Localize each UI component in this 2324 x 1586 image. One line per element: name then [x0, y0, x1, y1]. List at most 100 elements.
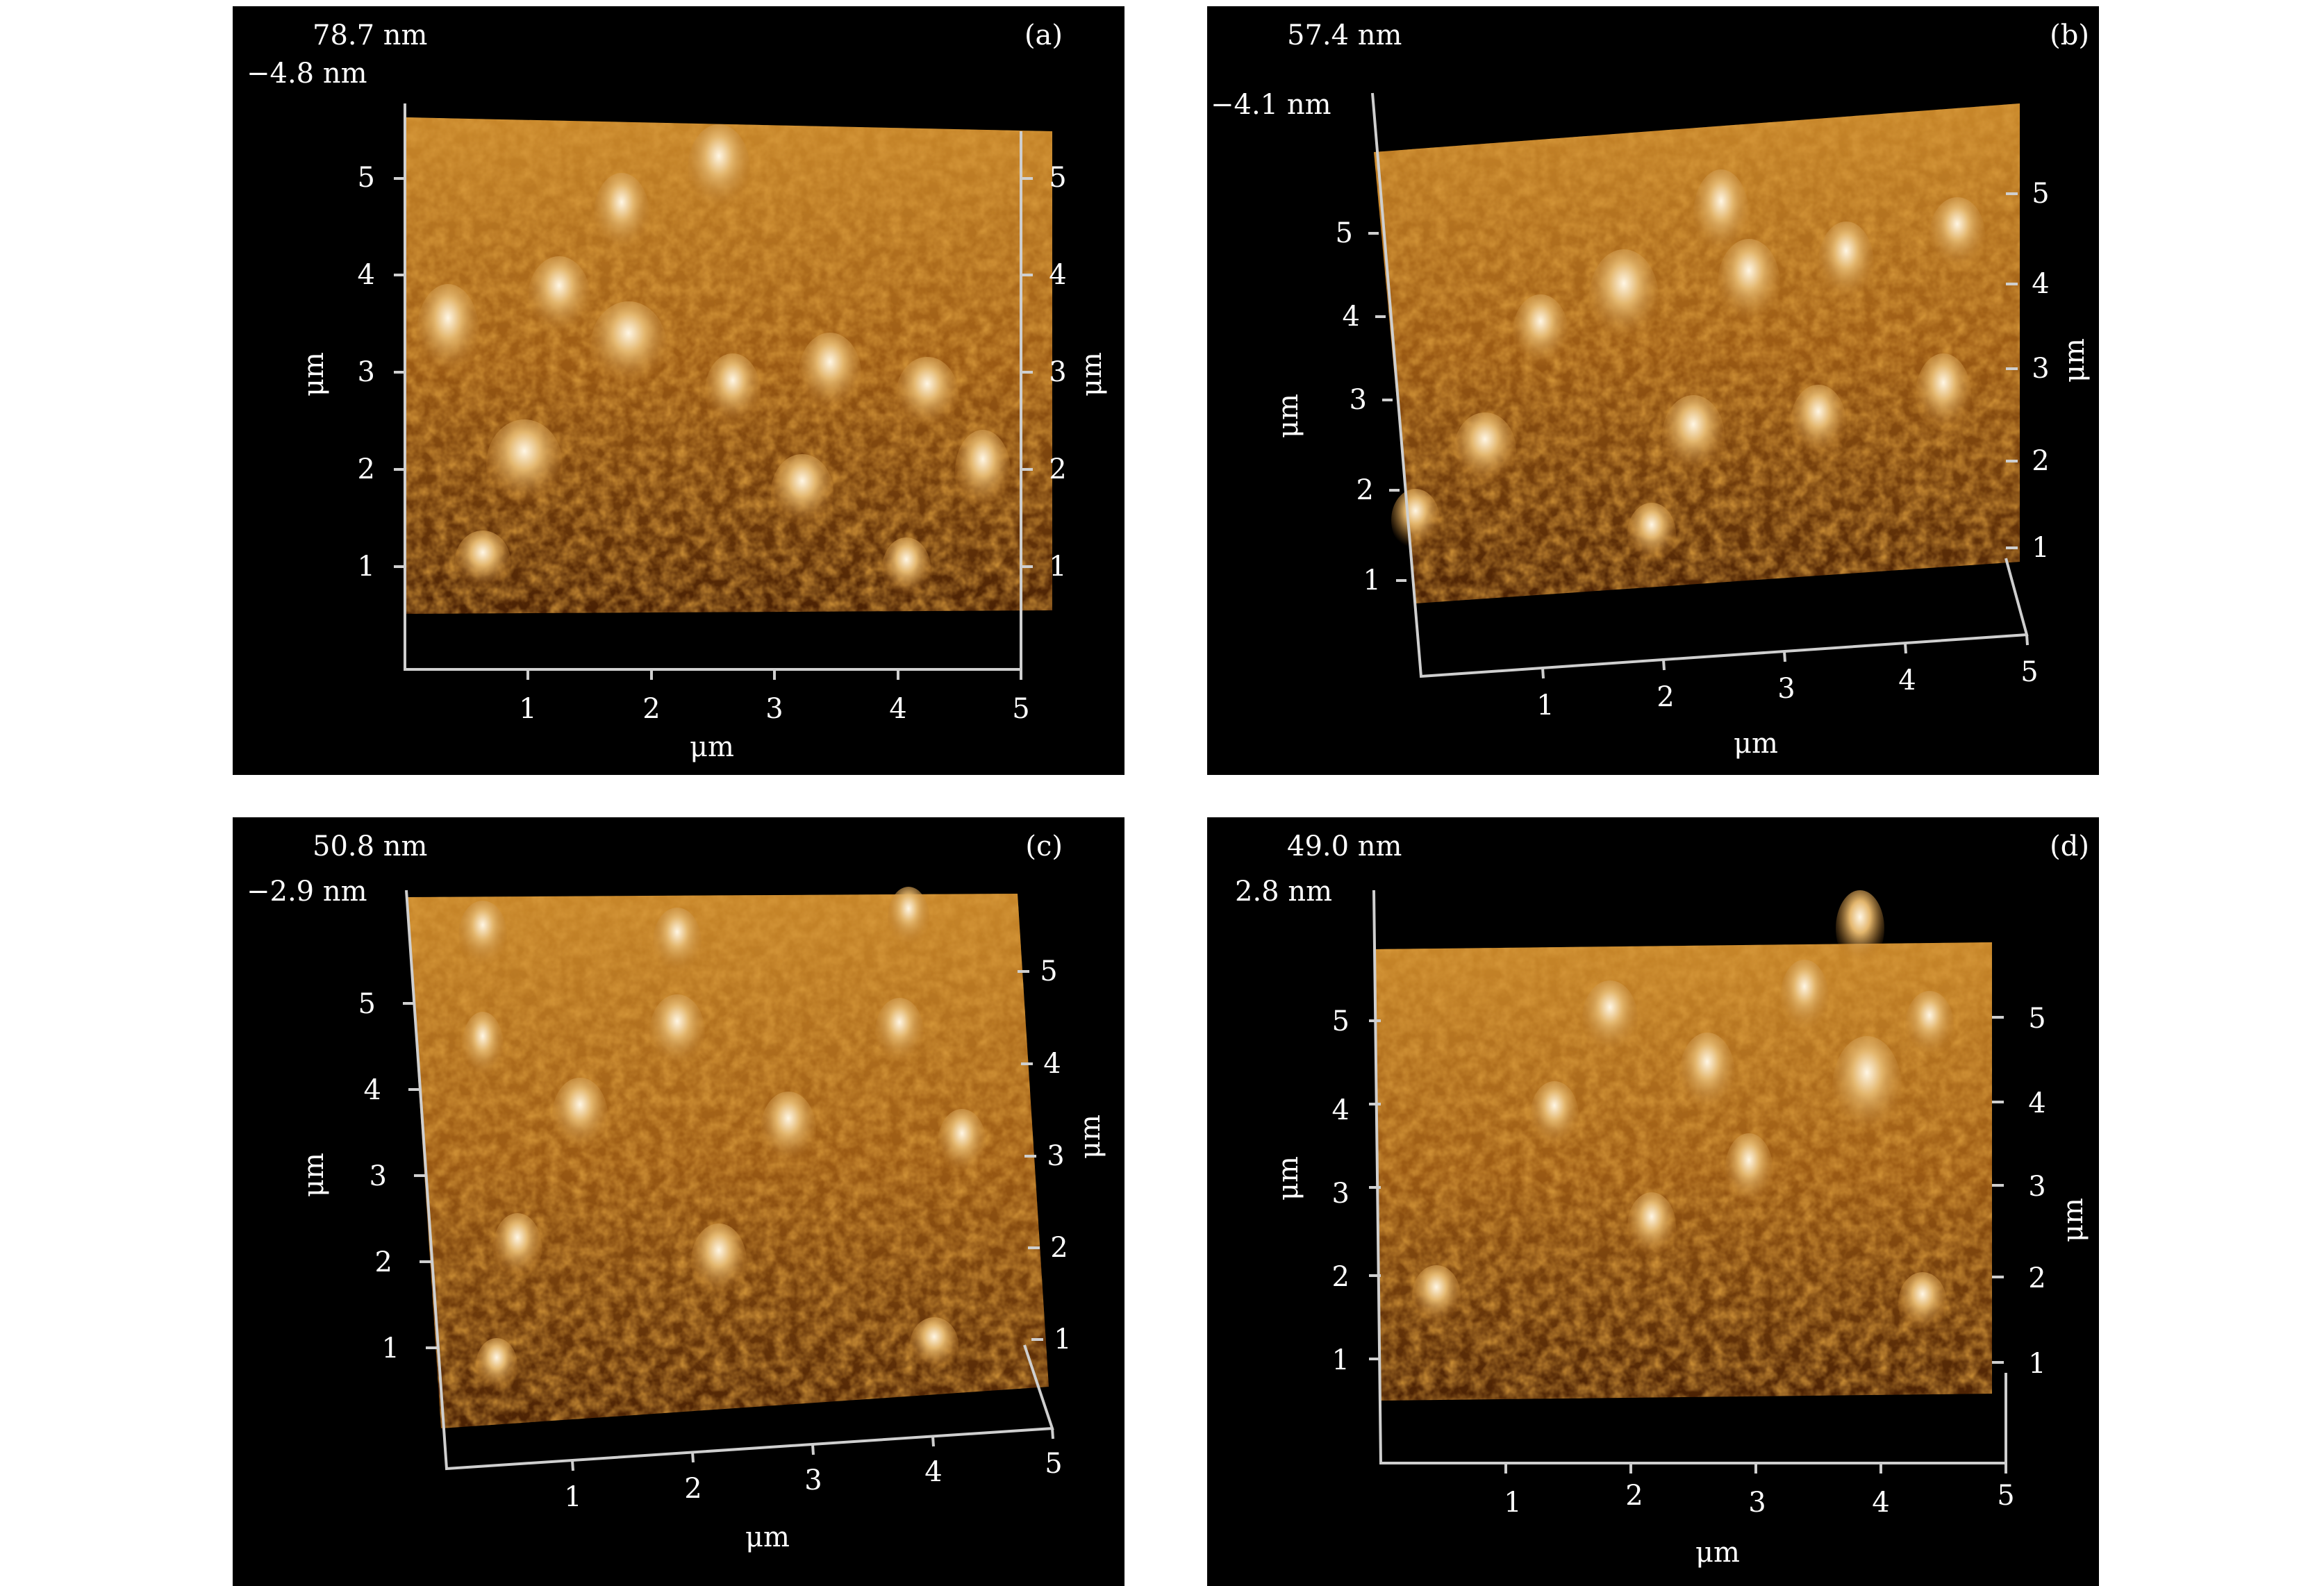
y-left-tick-labels: 1 2 3 4 5: [1332, 1005, 1350, 1376]
x-axis-ticks: [1541, 634, 2029, 679]
y-right-ticks: [1018, 970, 1043, 1341]
y-left-unit-label: μm: [1272, 1156, 1304, 1201]
y-right-unit-label: μm: [1074, 1115, 1106, 1159]
afm-panel-d: 49.0 nm 2.8 nm (d) 1 2 3 4 5 μm 1 2 3 4 …: [1207, 817, 2099, 1586]
y-left-ticks: [403, 1002, 438, 1349]
y-right-tick-labels: 1 2 3 4 5: [2028, 1003, 2045, 1380]
z-min-label: −4.8 nm: [247, 58, 367, 90]
x-tick-label: 5: [2020, 656, 2038, 688]
y-tick-label: 2: [1050, 1232, 1068, 1264]
z-max-label: 50.8 nm: [313, 830, 427, 862]
y-tick-label: 1: [1049, 551, 1066, 583]
surface-peaks: [1412, 890, 1954, 1335]
surface-texture: [1374, 103, 2020, 603]
panel-label: (c): [1025, 830, 1063, 862]
x-tick-label: 2: [642, 693, 660, 725]
afm-surface-b: 57.4 nm −4.1 nm (b) 1 2 3 4 5 μm 1 2 3 4…: [1211, 19, 2091, 760]
y-right-ticks: [2006, 192, 2018, 549]
x-tick-label: 1: [1504, 1487, 1521, 1519]
y-right-ticks: [1992, 1016, 2004, 1364]
z-min-label: −4.1 nm: [1211, 89, 1331, 121]
x-tick-label: 2: [684, 1473, 702, 1505]
y-right-unit-label: μm: [2059, 338, 2091, 383]
axis-frame: [1371, 92, 2029, 678]
afm-panel-c: 50.8 nm −2.9 nm (c) 1 2 3 4 5 μm 1 2 3 4…: [233, 817, 1124, 1586]
y-tick-label: 5: [1336, 217, 1353, 249]
y-left-ticks: [394, 177, 405, 568]
y-right-unit-label: μm: [2057, 1198, 2089, 1242]
y-tick-label: 1: [382, 1333, 399, 1364]
y-right-tick-labels: 1 2 3 4 5: [2032, 178, 2049, 564]
y-tick-label: 4: [358, 259, 375, 291]
x-tick-label: 3: [765, 693, 783, 725]
y-tick-label: 4: [1043, 1048, 1061, 1080]
x-tick-label: 5: [1012, 693, 1029, 725]
y-tick-label: 1: [1332, 1344, 1350, 1376]
y-tick-label: 4: [1332, 1094, 1350, 1126]
afm-panel-b: 57.4 nm −4.1 nm (b) 1 2 3 4 5 μm 1 2 3 4…: [1207, 6, 2099, 775]
y-tick-label: 1: [1363, 565, 1381, 596]
z-max-label: 49.0 nm: [1287, 830, 1402, 862]
x-tick-labels: 1 2 3 4 5: [1536, 656, 2038, 721]
y-tick-label: 2: [1356, 474, 1374, 506]
y-tick-label: 5: [1049, 162, 1066, 194]
surface-peaks: [458, 887, 986, 1394]
y-tick-label: 2: [1049, 453, 1066, 485]
y-tick-label: 3: [1332, 1178, 1350, 1210]
y-tick-label: 1: [2032, 532, 2049, 564]
y-tick-label: 3: [2028, 1171, 2045, 1203]
y-left-unit-label: μm: [298, 352, 330, 396]
x-tick-label: 2: [1657, 681, 1674, 713]
y-tick-label: 2: [1332, 1261, 1350, 1293]
y-tick-label: 1: [1054, 1324, 1071, 1355]
y-tick-label: 4: [2032, 268, 2049, 300]
y-tick-label: 5: [1040, 955, 1057, 987]
x-unit-label: μm: [1695, 1537, 1740, 1569]
y-tick-label: 4: [364, 1074, 381, 1106]
x-tick-label: 4: [924, 1456, 942, 1488]
panel-label: (d): [2050, 830, 2089, 862]
z-min-label: −2.9 nm: [247, 876, 367, 908]
y-tick-label: 2: [2028, 1262, 2045, 1294]
afm-surface-c: 50.8 nm −2.9 nm (c) 1 2 3 4 5 μm 1 2 3 4…: [247, 830, 1106, 1553]
y-tick-label: 2: [358, 453, 375, 485]
x-axis-ticks: [1504, 1463, 2007, 1474]
x-unit-label: μm: [745, 1521, 790, 1553]
y-left-ticks: [1369, 1019, 1381, 1360]
surface-peaks: [1391, 169, 1985, 565]
y-tick-label: 5: [358, 162, 375, 194]
y-tick-label: 3: [1049, 356, 1066, 388]
panel-label: (b): [2050, 19, 2089, 51]
x-tick-label: 3: [804, 1464, 822, 1496]
x-unit-label: μm: [690, 731, 734, 763]
y-tick-label: 3: [358, 356, 375, 388]
y-tick-label: 3: [1047, 1140, 1064, 1172]
axis-frame: [404, 103, 1022, 671]
y-right-tick-labels: 1 2 3 4 5: [1040, 955, 1071, 1355]
x-axis-ticks: [526, 669, 1022, 680]
y-left-tick-labels: 1 2 3 4 5: [358, 162, 375, 583]
y-tick-label: 2: [2032, 445, 2049, 477]
x-tick-labels: 1 2 3 4 5: [564, 1448, 1062, 1513]
x-tick-label: 1: [519, 693, 536, 725]
x-unit-label: μm: [1734, 728, 1778, 760]
x-tick-label: 3: [1748, 1487, 1766, 1519]
afm-surface-a: 78.7 nm −4.8 nm (a) 1 2 3 4 5 μm 1 2 3 4…: [247, 19, 1108, 763]
z-max-label: 57.4 nm: [1287, 19, 1402, 51]
x-tick-labels: 1 2 3 4 5: [1504, 1480, 2014, 1519]
x-axis-ticks: [571, 1428, 1054, 1471]
panel-label: (a): [1024, 19, 1063, 51]
x-tick-label: 3: [1777, 673, 1795, 705]
y-tick-label: 4: [2028, 1087, 2045, 1119]
y-tick-label: 3: [370, 1160, 387, 1192]
y-left-unit-label: μm: [1272, 394, 1304, 438]
axis-frame: [405, 890, 1054, 1471]
x-tick-label: 5: [1045, 1448, 1062, 1480]
x-tick-label: 1: [1536, 690, 1554, 721]
y-tick-label: 3: [1350, 384, 1367, 416]
y-tick-label: 5: [2028, 1003, 2045, 1035]
afm-panel-a: 78.7 nm −4.8 nm (a) 1 2 3 4 5 μm 1 2 3 4…: [233, 6, 1124, 775]
x-tick-labels: 1 2 3 4 5: [519, 693, 1029, 725]
x-tick-label: 4: [1872, 1487, 1889, 1519]
y-tick-label: 4: [1343, 301, 1360, 333]
